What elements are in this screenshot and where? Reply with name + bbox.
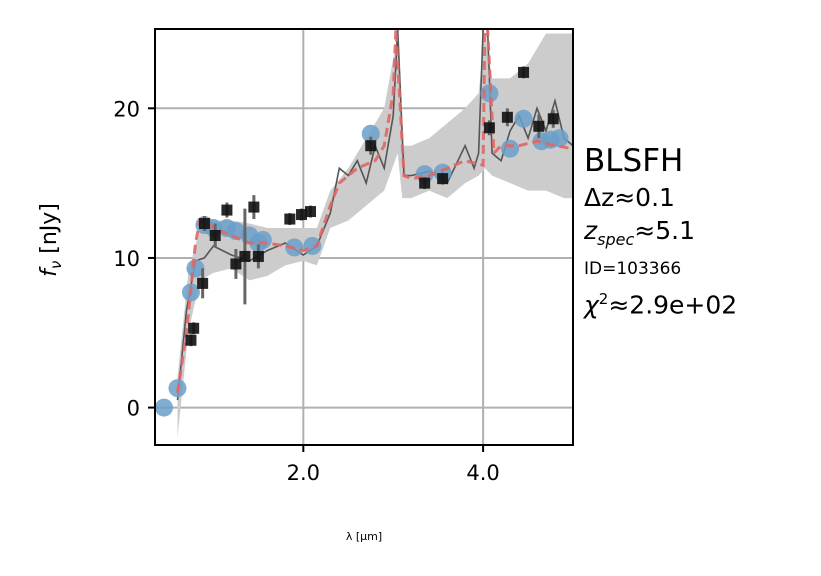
- photometry-point: [361, 124, 380, 143]
- y-tick-label: 0: [127, 397, 140, 421]
- photometry-point: [514, 109, 533, 128]
- observed-point: [209, 230, 221, 242]
- photometry-point: [253, 230, 272, 249]
- observed-point: [437, 173, 449, 185]
- observed-point: [284, 213, 296, 225]
- observed-point: [198, 218, 210, 230]
- plot-frame: [154, 28, 574, 446]
- x-axis-label: λ [μm]: [346, 530, 382, 543]
- observed-point: [533, 120, 545, 132]
- observed-point: [248, 201, 260, 213]
- observed-point: [230, 258, 242, 270]
- data-layer: [155, 29, 573, 438]
- observed-point: [305, 206, 317, 218]
- chi-square-value: ≈2.9e+02: [608, 290, 738, 320]
- photometry-point: [155, 398, 173, 417]
- y-tick-label: 10: [113, 247, 140, 271]
- chi-square-label: χ2≈2.9e+02: [584, 290, 738, 320]
- observed-point: [239, 250, 251, 262]
- observed-point: [221, 204, 233, 216]
- x-tick-label: 2.0: [287, 461, 320, 485]
- y-axis-label: fν [nJy]: [37, 203, 65, 277]
- object-id: ID=103366: [584, 259, 682, 279]
- photometry-point: [186, 259, 205, 278]
- observed-point: [419, 177, 431, 189]
- photometry-point: [303, 236, 322, 255]
- observed-point: [197, 277, 209, 289]
- object-name: BLSFH: [584, 143, 684, 179]
- tick-layer: 2.0 4.0 0 10 20: [113, 97, 500, 485]
- observed-point: [296, 209, 308, 221]
- model-uncertainty-band: [177, 33, 573, 438]
- observed-point: [185, 334, 197, 346]
- observed-point: [547, 113, 559, 125]
- y-tick-label: 20: [113, 97, 140, 121]
- observed-point: [501, 111, 513, 123]
- observed-point: [252, 250, 264, 262]
- observed-point: [518, 66, 530, 78]
- photometry-point: [501, 139, 520, 158]
- delta-z-label: Δz≈0.1: [584, 183, 675, 212]
- z-spec-value: ≈5.1: [634, 216, 695, 245]
- photometry-point: [550, 129, 569, 148]
- x-tick-label: 4.0: [466, 461, 499, 485]
- observed-point: [365, 140, 377, 152]
- z-spec-label: zspec≈5.1: [584, 216, 695, 249]
- observed-point: [483, 122, 495, 134]
- observed-point: [188, 322, 200, 334]
